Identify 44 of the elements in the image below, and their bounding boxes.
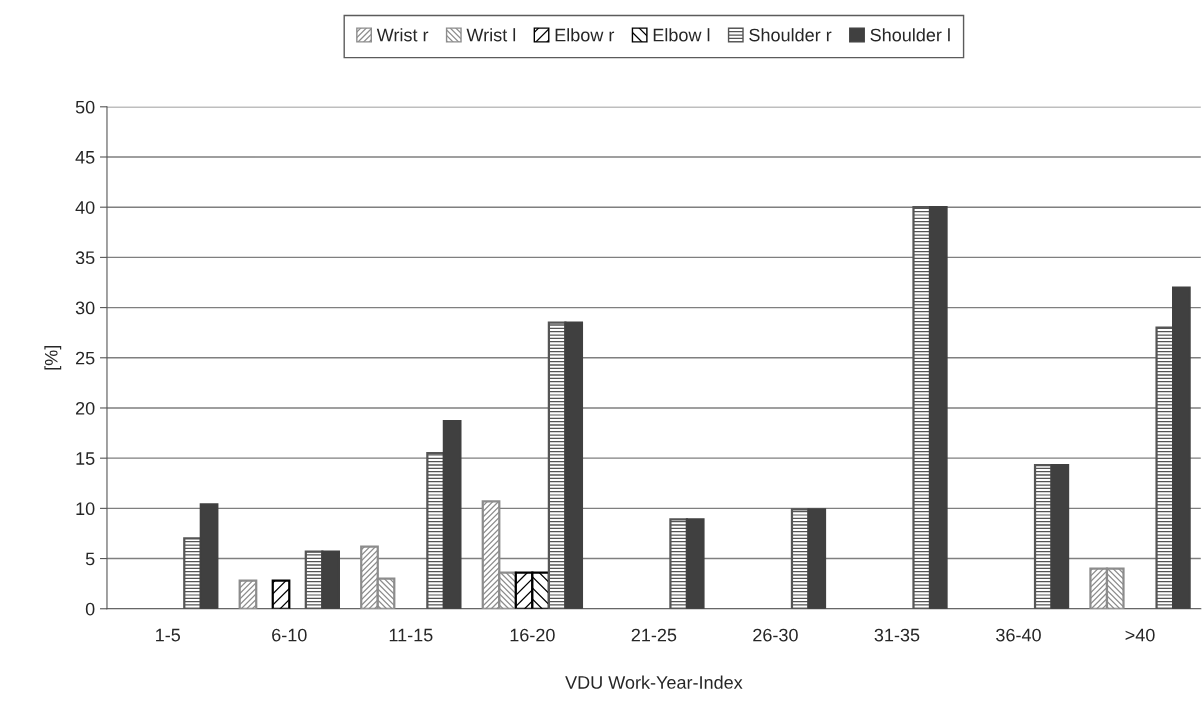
bar xyxy=(685,518,705,609)
y-tick-label: 40 xyxy=(75,201,95,214)
x-tick-label: 26-30 xyxy=(753,628,798,642)
legend-label: Elbow l xyxy=(653,28,710,42)
bar xyxy=(426,452,445,609)
x-tick-label: 36-40 xyxy=(996,628,1041,642)
x-axis-title: VDU Work-Year-Index xyxy=(565,675,743,689)
y-tick-label: 0 xyxy=(85,602,95,616)
x-tick-label: 6-10 xyxy=(272,628,307,642)
y-tick-label: 45 xyxy=(75,151,95,164)
y-tick-label: 15 xyxy=(76,452,95,465)
y-tick-label: 25 xyxy=(76,351,95,365)
x-tick-label: >40 xyxy=(1125,628,1155,642)
legend-label: Wrist l xyxy=(466,28,516,42)
legend-label: Shoulder l xyxy=(870,28,950,42)
legend-label: Elbow r xyxy=(555,28,615,42)
bar xyxy=(321,550,340,609)
legend-label: Shoulder r xyxy=(749,28,832,42)
bar xyxy=(564,321,584,609)
x-tick-label: 21-25 xyxy=(631,628,677,642)
bar xyxy=(238,579,258,609)
bar xyxy=(199,503,219,609)
bar xyxy=(1050,464,1070,609)
x-tick-label: 1-5 xyxy=(156,628,181,642)
x-tick-label: 31-35 xyxy=(874,628,920,642)
y-tick-label: 5 xyxy=(85,552,95,566)
bar xyxy=(183,537,202,609)
y-tick-label: 50 xyxy=(75,100,95,114)
bar xyxy=(442,419,462,609)
bar xyxy=(928,206,948,609)
y-tick-label: 30 xyxy=(75,301,95,315)
bar xyxy=(669,518,689,609)
bar xyxy=(1171,286,1191,609)
y-tick-label: 20 xyxy=(76,401,95,415)
y-tick-label: 35 xyxy=(75,251,95,265)
bar xyxy=(912,206,932,609)
y-tick-label: 10 xyxy=(76,502,95,516)
bar xyxy=(271,579,291,609)
legend-label: Wrist r xyxy=(376,28,429,42)
x-tick-label: 16-20 xyxy=(510,628,555,642)
bar xyxy=(807,508,827,609)
bar xyxy=(1155,326,1175,609)
y-axis-title: [%] xyxy=(44,346,62,370)
x-tick-label: 11-15 xyxy=(389,628,433,642)
